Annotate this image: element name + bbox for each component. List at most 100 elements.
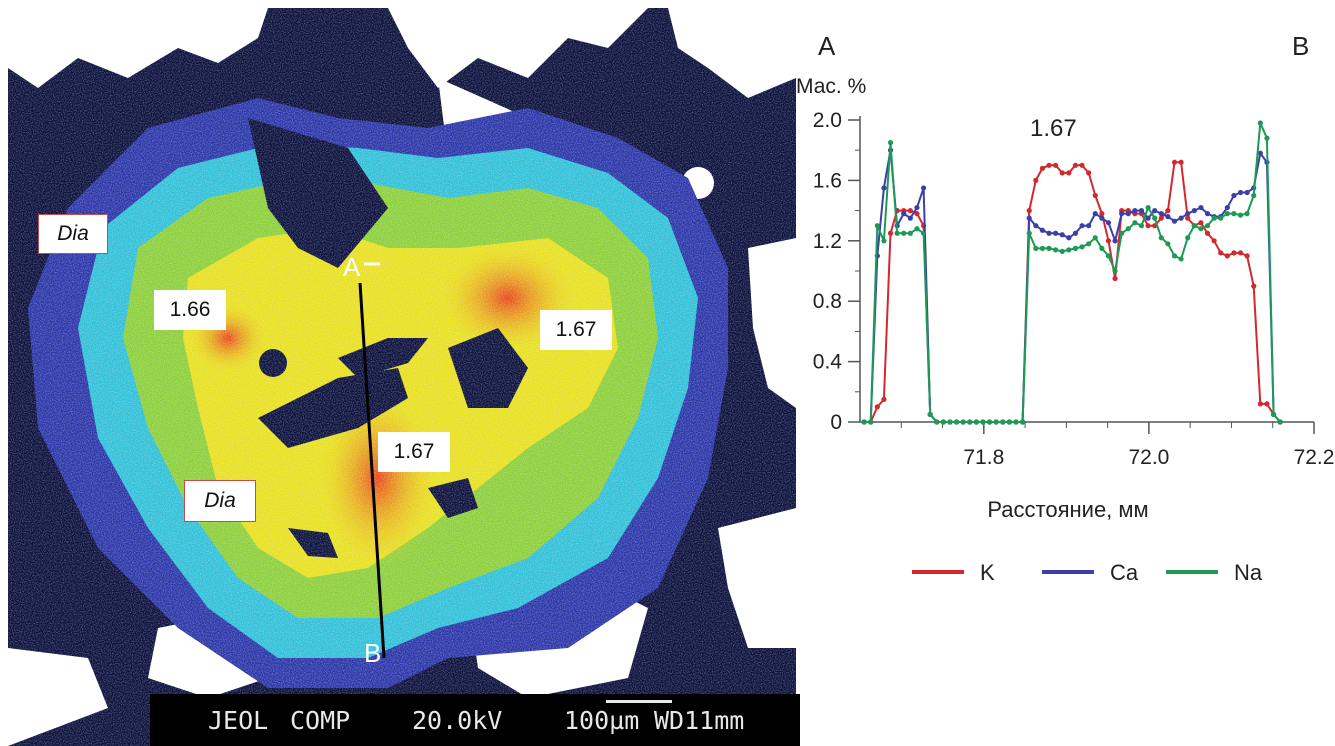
data-point-ca	[1244, 189, 1250, 196]
data-point-k	[1145, 223, 1151, 229]
data-point-k	[1237, 250, 1244, 256]
x-tick-label: 72.2	[1294, 446, 1335, 469]
y-tick-label: 0.8	[813, 290, 842, 313]
data-point-k	[1158, 215, 1164, 221]
data-point-ca	[1079, 223, 1085, 229]
data-point-na	[1237, 212, 1244, 218]
data-point-na	[887, 140, 894, 146]
corner-label-b: B	[1292, 31, 1309, 61]
data-point-k	[1211, 238, 1217, 244]
data-point-na	[1125, 226, 1131, 232]
data-point-na	[874, 223, 880, 229]
data-point-ca	[1059, 232, 1065, 238]
data-point-ca	[1257, 150, 1263, 156]
data-point-k	[1218, 250, 1224, 256]
data-point-k	[914, 211, 920, 217]
data-point-ca	[901, 211, 907, 217]
data-point-k	[1046, 162, 1052, 168]
data-point-na	[901, 230, 907, 236]
data-point-k	[1053, 162, 1059, 168]
data-point-na	[1086, 241, 1092, 247]
element-map-image: Dia Dia 1.66 1.67 1.67 A B	[8, 8, 796, 746]
data-point-na	[1138, 223, 1145, 229]
chart-series	[861, 120, 1283, 425]
data-point-na	[1092, 235, 1098, 241]
data-point-na	[1191, 223, 1197, 229]
legend-label-k: K	[980, 560, 995, 585]
data-point-k	[1198, 220, 1204, 226]
data-point-na	[881, 238, 887, 244]
data-point-ca	[1046, 230, 1052, 236]
profile-line	[358, 282, 386, 659]
data-point-na	[1218, 215, 1224, 221]
y-axis-title: Мас. %	[796, 75, 866, 98]
data-point-na	[1099, 245, 1105, 251]
data-point-na	[967, 419, 973, 425]
data-point-k	[907, 208, 913, 214]
data-point-k	[1171, 159, 1178, 165]
data-point-ca	[1112, 238, 1118, 244]
data-point-k	[1033, 177, 1039, 183]
data-point-na	[1158, 235, 1164, 241]
data-point-na	[986, 419, 993, 425]
legend-label-ca: Ca	[1110, 560, 1139, 585]
data-point-na	[1132, 220, 1138, 226]
data-point-na	[1185, 235, 1191, 241]
data-point-na	[973, 419, 979, 425]
data-point-ca	[1066, 235, 1072, 241]
dia-label-1: Dia	[38, 214, 108, 254]
data-point-ca	[881, 185, 887, 191]
data-point-ca	[1185, 211, 1191, 217]
data-point-na	[1006, 419, 1013, 425]
data-point-na	[1270, 411, 1277, 418]
data-point-ca	[1198, 204, 1204, 211]
value-label-1-66: 1.66	[154, 290, 226, 330]
sem-brand: JEOL	[208, 706, 269, 735]
corner-label-a: A	[818, 31, 836, 61]
data-point-k	[1086, 170, 1092, 176]
data-point-na	[1171, 253, 1178, 259]
point-b-label: B	[364, 638, 382, 668]
legend-label-na: Na	[1234, 560, 1263, 585]
data-point-na	[980, 419, 986, 425]
sem-scale-text: 100µm	[564, 706, 640, 735]
data-point-na	[927, 411, 933, 418]
y-tick-label: 2.0	[813, 109, 842, 132]
data-point-ca	[1204, 211, 1211, 217]
data-point-na	[1277, 419, 1283, 425]
data-point-ca	[1132, 208, 1138, 214]
data-point-na	[1105, 253, 1112, 259]
data-point-ca	[1191, 208, 1197, 214]
data-point-na	[920, 230, 927, 236]
data-point-na	[1079, 244, 1085, 250]
data-point-k	[881, 396, 887, 402]
data-point-na	[934, 419, 940, 425]
y-tick-label: 0	[830, 411, 842, 434]
data-point-na	[1224, 211, 1230, 217]
data-point-ca	[1099, 215, 1105, 221]
data-point-ca	[1086, 223, 1092, 229]
sem-wd: WD11mm	[654, 706, 745, 735]
data-point-ca	[1231, 192, 1237, 199]
data-point-k	[874, 404, 880, 410]
chart-annotation: 1.67	[1030, 115, 1077, 142]
data-point-na	[868, 419, 874, 425]
value-label-1-67-right: 1.67	[540, 310, 612, 350]
data-point-k	[1066, 170, 1072, 176]
data-point-ca	[1224, 204, 1230, 211]
data-point-na	[1211, 215, 1217, 221]
data-point-na	[940, 419, 946, 425]
data-point-na	[1152, 215, 1158, 221]
data-point-na	[1059, 248, 1065, 254]
data-point-k	[1264, 401, 1270, 407]
data-point-ca	[914, 204, 920, 211]
data-point-na	[1204, 223, 1211, 229]
data-point-k	[1072, 162, 1079, 168]
data-point-k	[1251, 283, 1257, 289]
data-point-k	[1185, 215, 1191, 221]
y-tick-label: 1.2	[813, 230, 842, 253]
data-point-ca	[1145, 215, 1151, 221]
data-point-na	[1165, 241, 1171, 247]
sem-voltage: 20.0kV	[412, 706, 503, 735]
data-point-na	[993, 419, 999, 425]
